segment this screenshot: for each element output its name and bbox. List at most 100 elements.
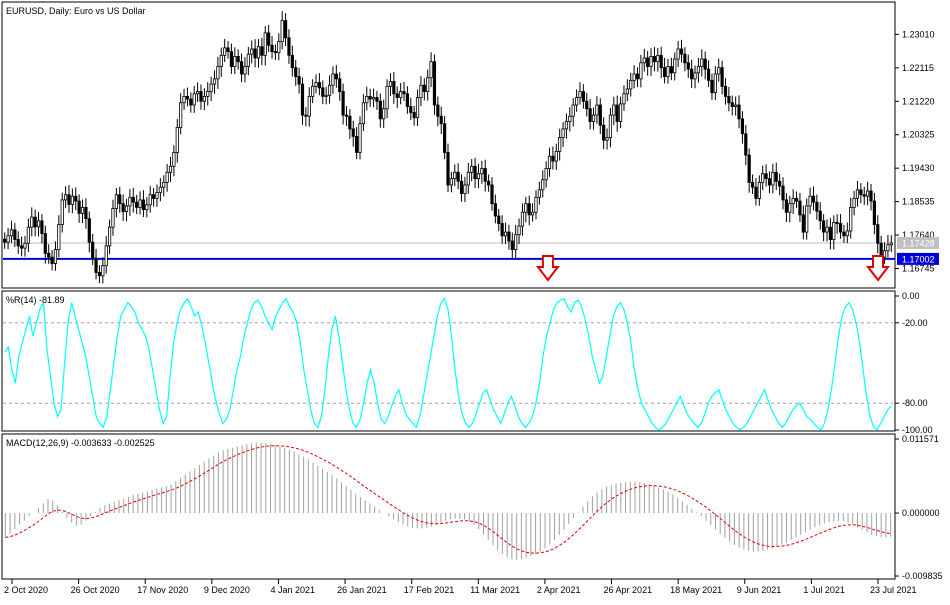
x-tick-label: 26 Oct 2020 [71,585,120,595]
candle-body [80,207,85,214]
candle-body [111,208,115,228]
x-tick-label: 18 May 2021 [670,585,722,595]
x-tick-label: 2 Oct 2020 [4,585,48,595]
candle-body [151,194,156,199]
x-tick-label: 2 Apr 2021 [537,585,581,595]
candle-body [825,226,829,233]
candle-body [510,240,514,251]
candle-body [162,181,166,188]
candle-body [490,184,494,205]
candle-body [426,77,430,92]
candle-body [250,48,254,55]
candle-body [608,114,613,138]
candle-body [114,194,118,209]
candle-body [121,203,125,212]
candle-body [9,229,14,237]
current-price-tag [897,236,939,249]
candle-body [453,171,457,180]
candle-body [514,234,518,251]
candle-body [734,104,738,107]
x-tick-label: 9 Dec 2020 [204,585,250,595]
candle-body [209,83,213,92]
candle-body [432,61,437,106]
x-tick-label: 11 Mar 2021 [470,585,520,595]
candle-body [747,154,751,183]
candle-body [267,32,271,46]
candle-body [155,192,159,199]
candle-body [882,250,887,258]
candle-body [216,66,220,80]
macd-y-tick-label: -0.009835 [902,571,943,581]
price-y-tick-label: 1.20325 [902,130,935,140]
candle-body [385,85,389,110]
candle-body [571,104,575,117]
candle-body [646,57,650,67]
candle-body [886,244,890,252]
candle-body [33,216,37,228]
candle-body [855,189,860,199]
candle-body [700,58,704,67]
candle-body [876,224,880,244]
candle-body [6,235,10,243]
candle-body [805,205,809,233]
candle-body [632,73,636,81]
candle-body [307,96,311,117]
candle-body [527,203,531,216]
macd-title: MACD(12,26,9) -0.003633 -0.002525 [6,438,155,448]
candle-body [649,56,653,67]
candle-body [517,225,521,236]
x-tick-label: 26 Apr 2021 [604,585,653,595]
candle-body [371,97,376,100]
wpr-title: %R(14) -81.89 [6,295,65,305]
candle-body [713,73,717,94]
candle-body [253,48,257,59]
candle-body [683,53,687,64]
candle-body [598,104,602,126]
candle-body [473,165,477,180]
candle-body [750,181,755,188]
candle-body [662,67,667,78]
candle-body [77,200,81,214]
candle-body [727,96,731,104]
candle-body [290,54,294,69]
candle-body [737,104,741,120]
candle-body [107,226,112,247]
candle-body [172,152,176,167]
candle-body [673,58,677,74]
candle-body [618,103,623,122]
candle-body [148,194,152,206]
candle-body [679,48,684,55]
candle-body [794,198,799,202]
candle-body [388,81,393,87]
candle-body [304,114,308,117]
candle-body [629,79,633,90]
candle-body [70,195,74,205]
price-y-tick-label: 1.16745 [902,264,935,274]
candle-body [767,178,772,186]
candle-body [849,207,853,232]
candle-body [808,195,812,207]
candle-body [138,199,142,208]
candle-body [822,220,826,233]
candle-body [459,180,464,194]
candle-body [226,47,230,52]
candle-body [189,98,193,106]
candle-body [531,211,535,216]
candle-body [778,180,782,187]
candle-body [612,104,616,116]
candle-body [791,198,795,205]
candle-body [16,239,20,247]
candle-body [128,196,132,207]
candle-body [30,216,34,228]
candle-body [466,171,470,186]
candle-body [757,181,761,199]
candle-body [405,93,409,107]
candle-body [94,257,98,273]
candle-body [87,218,91,243]
candle-body [378,100,382,120]
candle-body [470,165,474,173]
candle-body [483,168,487,182]
support-price-tag [897,252,939,265]
candle-body [392,81,396,95]
